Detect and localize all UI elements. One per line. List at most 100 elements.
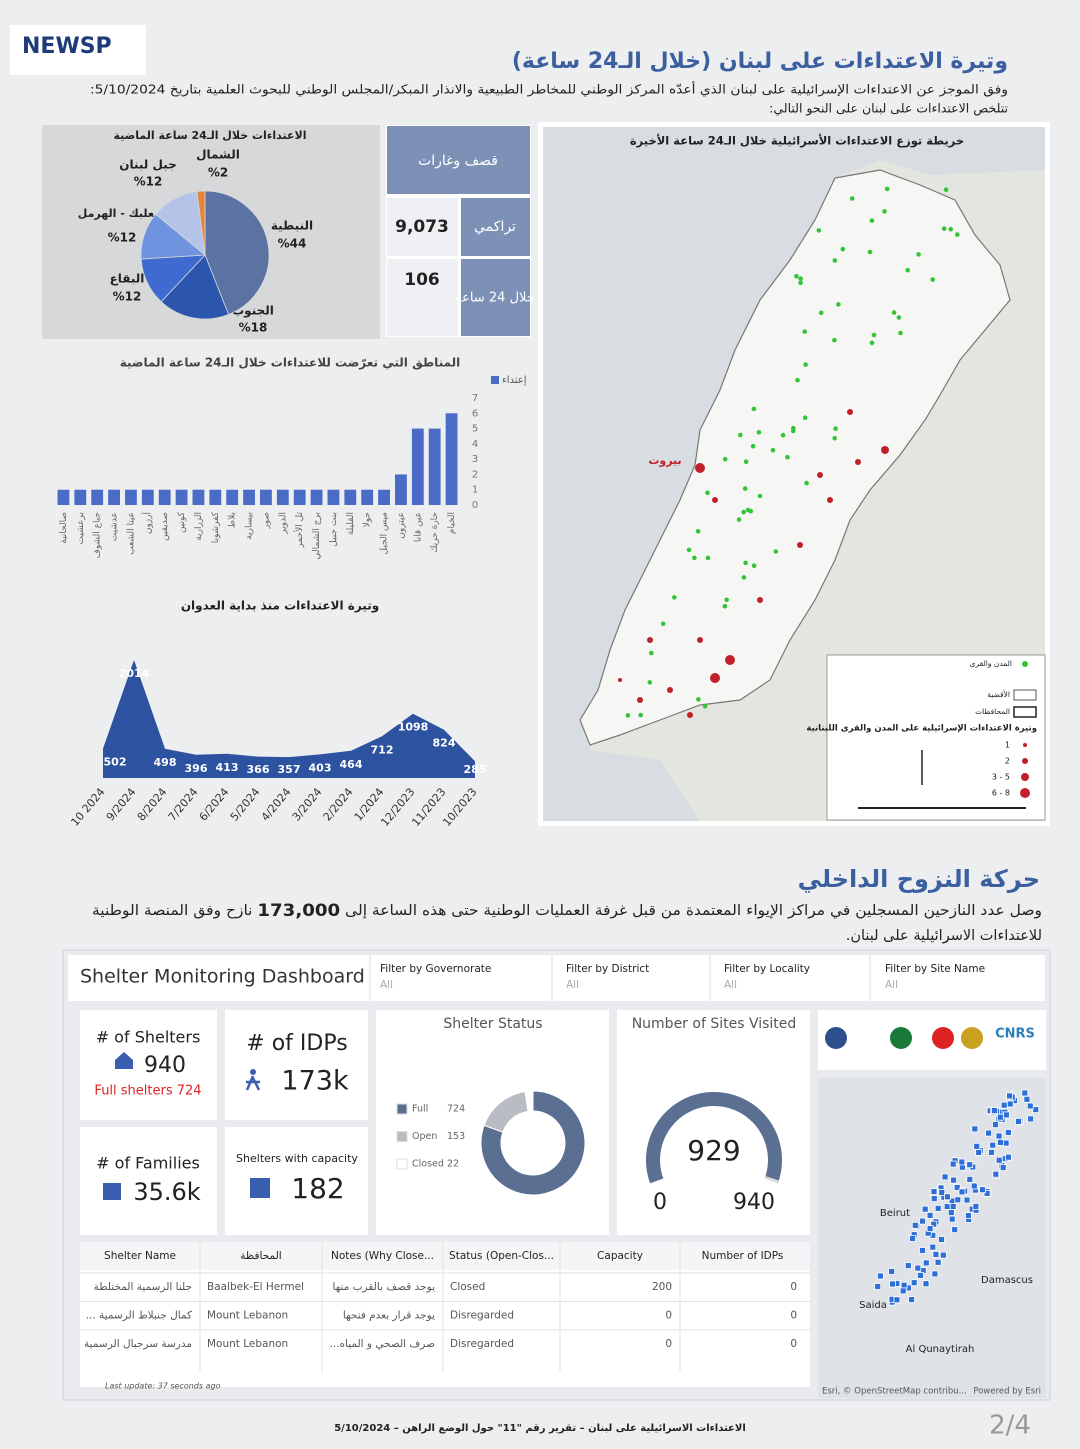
- gauge-min: 0: [653, 1190, 667, 1215]
- map-dot: [941, 226, 947, 231]
- map-site: [939, 1251, 947, 1259]
- map-dot: [695, 529, 701, 534]
- bar: [378, 489, 390, 505]
- filter-value[interactable]: All: [380, 979, 393, 991]
- map-site: [930, 1220, 938, 1228]
- map-site: [950, 1176, 957, 1184]
- stats-value: 9,073: [395, 217, 449, 237]
- card-label: # of Families: [96, 1154, 200, 1173]
- legend-value: 153: [447, 1131, 465, 1142]
- gauge-max: 940: [733, 1190, 775, 1215]
- map-site: [874, 1283, 882, 1290]
- filter-label[interactable]: Filter by Locality: [724, 963, 810, 975]
- stats-cell: [461, 259, 530, 336]
- pie-label: النبطية: [271, 219, 313, 233]
- map-dot: [722, 603, 728, 609]
- map-legend: [826, 654, 1046, 821]
- legend-swatch: [491, 376, 499, 384]
- text-part: نازح وفق المنصة الوطنية: [92, 903, 252, 919]
- intro-line: تتلخص الاعتداءات على لبنان على النحو الت…: [769, 101, 1008, 117]
- map-dot: [672, 595, 677, 600]
- y-tick-label: 3: [472, 454, 478, 465]
- legend-dot: [1022, 661, 1028, 667]
- y-tick-label: 0: [472, 500, 478, 511]
- stats-cell: [461, 198, 530, 256]
- logos-panel: [818, 1010, 1046, 1070]
- map-site: [1005, 1153, 1012, 1161]
- map-site: [944, 1193, 951, 1201]
- map-dot: [802, 329, 807, 334]
- pie-value-label: %44: [278, 237, 307, 251]
- map-site: [949, 1203, 957, 1210]
- map-site: [908, 1296, 915, 1303]
- map-site: [931, 1270, 939, 1278]
- stats-header-text: قصف وغارات: [418, 153, 498, 169]
- table-cell: جلنا الرسمية المختلطة: [94, 1281, 192, 1293]
- map-site: [953, 1184, 961, 1191]
- icon: [250, 1178, 270, 1198]
- filter-value[interactable]: All: [566, 979, 579, 991]
- map-site: [985, 1129, 992, 1137]
- map-site: [989, 1141, 997, 1149]
- map-site: [1026, 1102, 1034, 1110]
- table-cell: Baalbek-El Hermel: [207, 1281, 304, 1293]
- map-site: [904, 1262, 912, 1269]
- map-dot: [905, 267, 910, 273]
- map-dot: [618, 678, 622, 682]
- map-site: [995, 1132, 1003, 1140]
- x-tick-label: جباع الشوف: [93, 512, 103, 559]
- map-label: Saida: [859, 1300, 887, 1311]
- legend-value: 22: [447, 1159, 459, 1170]
- bar: [243, 489, 255, 505]
- map-site: [972, 1203, 980, 1210]
- filter-label[interactable]: Filter by District: [566, 963, 649, 975]
- card-value: 940: [144, 1053, 186, 1078]
- map-dot: [637, 697, 643, 703]
- gauge-label: 929: [687, 1134, 740, 1167]
- card: [225, 1127, 368, 1235]
- filter-label[interactable]: Filter by Governorate: [380, 963, 491, 975]
- map-dot: [795, 377, 800, 383]
- pie-label: جبل لبنان: [119, 158, 177, 172]
- pie-value-label: %12: [113, 290, 142, 304]
- legend-dot: [1023, 743, 1027, 747]
- map-site: [1006, 1100, 1014, 1108]
- x-tick-label: برج الشمالي: [312, 512, 322, 560]
- map-dot: [736, 517, 742, 522]
- map-dot: [867, 249, 873, 255]
- legend-swatch: [396, 1131, 408, 1142]
- legend-dot: [1021, 773, 1029, 781]
- y-tick-label: 5: [472, 424, 478, 435]
- map-dot: [948, 226, 954, 232]
- map-label: Damascus: [981, 1275, 1033, 1286]
- bar: [260, 489, 272, 505]
- bar: [74, 489, 87, 505]
- data-label: 357: [278, 763, 301, 776]
- filter-value[interactable]: All: [724, 979, 737, 991]
- table-cell: كمال جنبلاط الرسمية ...: [86, 1310, 192, 1322]
- map-dot: [833, 426, 838, 431]
- map-site: [1000, 1101, 1008, 1109]
- legend-swatch: [1013, 706, 1037, 718]
- card: [617, 1010, 810, 1235]
- table-header-cell: Status (Open-Clos...: [449, 1250, 554, 1262]
- map-dot: [743, 560, 748, 566]
- pie-value-label: %2: [208, 166, 228, 180]
- x-tick-label: تل الأحمر: [293, 512, 305, 549]
- map-dot: [832, 435, 837, 441]
- data-label: 712: [371, 743, 394, 756]
- map-site: [999, 1164, 1007, 1171]
- filter-value[interactable]: All: [885, 979, 898, 991]
- filter-label[interactable]: Filter by Site Name: [885, 963, 985, 975]
- x-tick-label: عيتا الشعب: [126, 512, 136, 555]
- map-city: بيروت: [648, 454, 681, 467]
- bar: [158, 489, 171, 505]
- x-tick-label: كونين: [177, 511, 187, 533]
- lebanon-outline: [579, 169, 1011, 746]
- map-dot: [896, 315, 902, 320]
- legend-swatch: [396, 1158, 408, 1170]
- bar: [411, 428, 424, 505]
- legend-label: Closed: [412, 1159, 444, 1170]
- legend-label: Full: [412, 1104, 428, 1115]
